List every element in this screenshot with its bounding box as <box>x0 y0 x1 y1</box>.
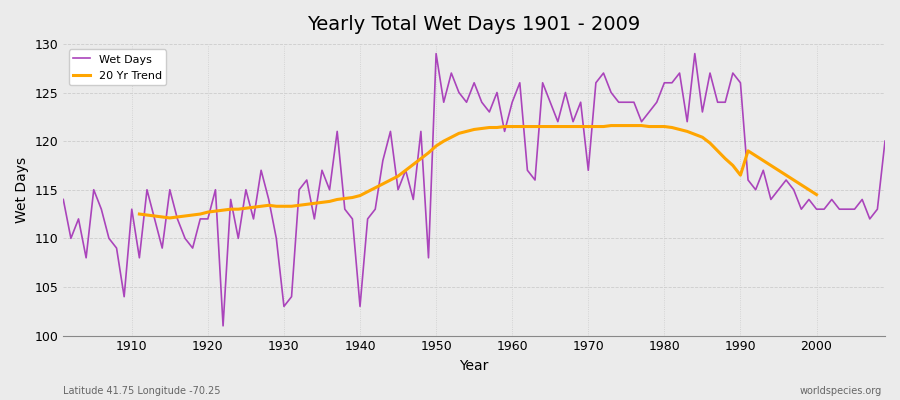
Wet Days <box>879 139 890 144</box>
20 Yr Trend <box>332 197 343 202</box>
Wet Days <box>218 324 229 328</box>
Line: 20 Yr Trend: 20 Yr Trend <box>140 126 816 218</box>
Legend: Wet Days, 20 Yr Trend: Wet Days, 20 Yr Trend <box>68 50 166 86</box>
Wet Days <box>522 168 533 173</box>
Line: Wet Days: Wet Days <box>63 54 885 326</box>
20 Yr Trend <box>507 124 517 129</box>
20 Yr Trend <box>598 124 609 129</box>
Y-axis label: Wet Days: Wet Days <box>15 157 29 223</box>
X-axis label: Year: Year <box>460 359 489 373</box>
Text: Latitude 41.75 Longitude -70.25: Latitude 41.75 Longitude -70.25 <box>63 386 220 396</box>
Wet Days <box>119 294 130 299</box>
Wet Days <box>58 197 68 202</box>
Wet Days <box>293 187 304 192</box>
Wet Days <box>515 80 526 85</box>
Title: Yearly Total Wet Days 1901 - 2009: Yearly Total Wet Days 1901 - 2009 <box>308 15 641 34</box>
Text: worldspecies.org: worldspecies.org <box>800 386 882 396</box>
Wet Days <box>339 207 350 212</box>
Wet Days <box>613 100 624 105</box>
20 Yr Trend <box>500 124 510 129</box>
Wet Days <box>431 51 442 56</box>
20 Yr Trend <box>286 204 297 209</box>
